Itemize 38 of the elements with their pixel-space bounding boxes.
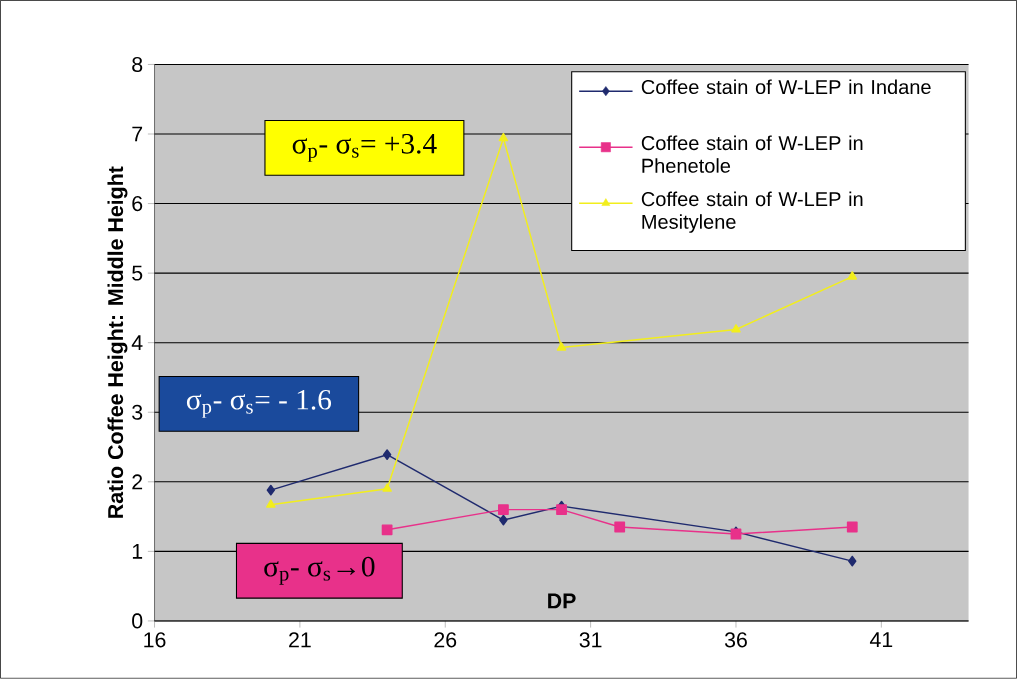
point — [266, 499, 276, 508]
point — [731, 324, 741, 333]
x-tick-label: 16 — [144, 632, 166, 648]
y-tick-label: 7 — [132, 126, 143, 142]
point — [614, 521, 626, 533]
legend-label: Coffee stain of W-LEP in Phenetole — [641, 135, 863, 173]
point — [498, 132, 509, 142]
point — [556, 342, 567, 351]
annotation: σ$_{p}$- σ$_{s}$→0 — [264, 556, 375, 585]
x-tick-label: 31 — [579, 632, 602, 648]
point — [382, 449, 392, 461]
point — [382, 483, 392, 492]
x-tick-label: 41 — [869, 632, 893, 648]
point — [499, 514, 508, 526]
y-axis-title: Ratio Coffee Height: Middle Height — [107, 166, 128, 518]
y-tick-label: 2 — [132, 474, 143, 490]
y-tick-label: 0 — [132, 613, 143, 629]
y-tick-label: 5 — [132, 265, 143, 281]
point — [847, 271, 858, 280]
point — [266, 484, 276, 496]
y-tick-label: 6 — [132, 196, 143, 212]
point — [846, 521, 858, 533]
point — [848, 555, 857, 567]
y-tick-label: 8 — [132, 57, 143, 73]
x-tick-label: 36 — [724, 632, 747, 648]
legend-label: Coffee stain of W-LEP in Mesitylene — [641, 191, 863, 233]
y-tick-label: 1 — [132, 544, 143, 559]
point — [498, 504, 509, 516]
annotation: σ$_{p}$- σ$_{s}$= +3.4 — [292, 134, 437, 163]
y-tick-label: 3 — [132, 404, 143, 420]
x-tick-label: 26 — [434, 632, 457, 648]
legend-label: Coffee stain of W-LEP in Indane — [641, 79, 931, 95]
x-tick-label: 21 — [289, 632, 311, 648]
point — [556, 504, 567, 516]
annotation: σ$_{p}$- σ$_{s}$= - 1.6 — [186, 390, 332, 418]
y-tick-label: 4 — [131, 335, 143, 351]
x-axis-title: DP — [548, 593, 576, 609]
point — [381, 524, 393, 536]
